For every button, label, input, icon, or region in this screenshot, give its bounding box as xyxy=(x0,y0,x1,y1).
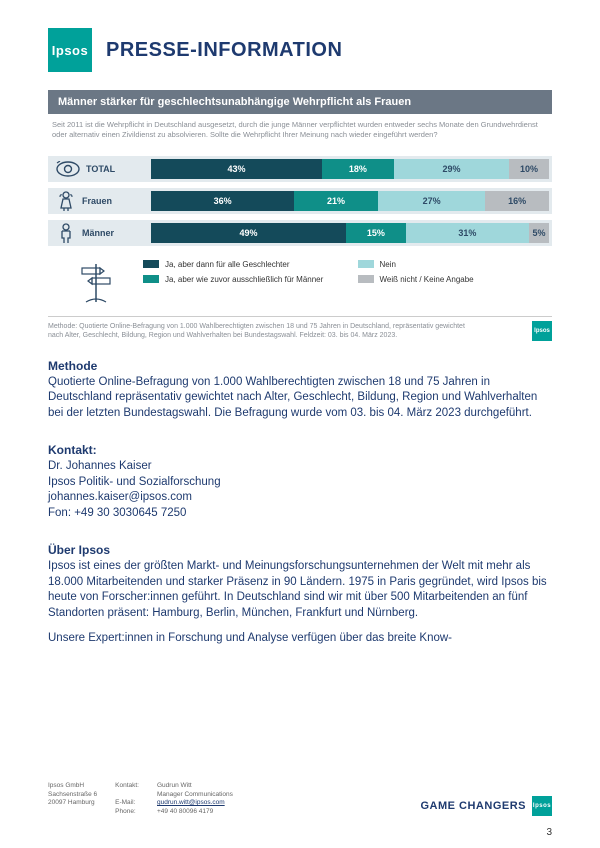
footer-street: Sachsenstraße 6 xyxy=(48,791,97,799)
chart-legend: Ja, aber dann für alle Geschlechter Nein J… xyxy=(48,260,552,306)
footer-label-contact: Kontakt: xyxy=(115,782,139,790)
legend-item: Ja, aber dann für alle Geschlechter xyxy=(143,260,338,269)
bar-segment: 18% xyxy=(322,159,394,179)
contact-dept: Ipsos Politik- und Sozialforschung xyxy=(48,475,552,491)
contact-phone: Fon: +49 30 3030645 7250 xyxy=(48,506,552,522)
contact-heading: Kontakt: xyxy=(48,443,552,457)
contact-email[interactable]: johannes.kaiser@ipsos.com xyxy=(48,490,552,506)
footer-label-email: E-Mail: xyxy=(115,799,139,807)
legend-item: Ja, aber wie zuvor ausschließlich für Mä… xyxy=(143,275,338,284)
bar-stack: 49%15%31%5% xyxy=(151,220,552,246)
footer-person-name: Gudrun Witt xyxy=(157,782,233,790)
method-body: Quotierte Online-Befragung von 1.000 Wah… xyxy=(48,375,552,422)
footer-label-phone: Phone: xyxy=(115,808,139,816)
footer-person-phone: +49 40 80096 4179 xyxy=(157,808,233,816)
bar-segment: 43% xyxy=(151,159,322,179)
about-heading: Über Ipsos xyxy=(48,543,552,557)
bar-segment: 29% xyxy=(394,159,509,179)
footer-city: 20097 Hamburg xyxy=(48,799,97,807)
footer-contact-person: Gudrun Witt Manager Communications gudru… xyxy=(157,782,233,816)
legend-item: Weiß nicht / Keine Angabe xyxy=(358,275,553,284)
chart-method-note: Methode: Quotierte Online-Befragung von … xyxy=(48,322,468,340)
ipsos-logo: Ipsos xyxy=(48,28,92,72)
bar-segment: 36% xyxy=(151,191,294,211)
chart-row-frauen: Frauen36%21%27%16% xyxy=(48,188,552,214)
contact-name: Dr. Johannes Kaiser xyxy=(48,459,552,475)
chart-question-text: Seit 2011 ist die Wehrpflicht in Deutsch… xyxy=(48,114,552,150)
footer-person-role: Manager Communications xyxy=(157,791,233,799)
about-paragraph-1: Ipsos ist eines der größten Markt- und M… xyxy=(48,559,552,621)
footer-person-email[interactable]: gudrun.witt@ipsos.com xyxy=(157,799,233,807)
bar-segment: 10% xyxy=(509,159,549,179)
signpost-icon xyxy=(48,260,143,306)
footer-address: Ipsos GmbH Sachsenstraße 6 20097 Hamburg xyxy=(48,782,97,816)
method-heading: Methode xyxy=(48,359,552,373)
ipsos-logo-small: Ipsos xyxy=(532,321,552,341)
tagline-text: GAME CHANGERS xyxy=(420,800,526,812)
bar-segment: 15% xyxy=(346,223,406,243)
footer-labels: Kontakt: E-Mail: Phone: xyxy=(115,782,139,816)
footer-company: Ipsos GmbH xyxy=(48,782,97,790)
row-label: TOTAL xyxy=(48,156,151,182)
row-label: Frauen xyxy=(48,188,151,214)
bar-stack: 36%21%27%16% xyxy=(151,188,552,214)
about-paragraph-2: Unsere Expert:innen in Forschung und Ana… xyxy=(48,631,552,647)
row-label: Männer xyxy=(48,220,151,246)
bar-segment: 27% xyxy=(378,191,485,211)
legend-item: Nein xyxy=(358,260,553,269)
bar-segment: 21% xyxy=(294,191,378,211)
page-title: PRESSE-INFORMATION xyxy=(106,39,342,62)
page-number: 3 xyxy=(546,827,552,838)
bar-segment: 5% xyxy=(529,223,549,243)
bar-segment: 49% xyxy=(151,223,346,243)
divider xyxy=(48,316,552,317)
bar-stack: 43%18%29%10% xyxy=(151,156,552,182)
tagline: GAME CHANGERS Ipsos xyxy=(420,796,552,816)
page-footer: Ipsos GmbH Sachsenstraße 6 20097 Hamburg… xyxy=(48,782,552,816)
bar-segment: 16% xyxy=(485,191,549,211)
chart-row-total: TOTAL43%18%29%10% xyxy=(48,156,552,182)
survey-chart: Männer stärker für geschlechtsunabhängig… xyxy=(48,90,552,341)
bar-segment: 31% xyxy=(406,223,529,243)
header: Ipsos PRESSE-INFORMATION xyxy=(48,28,552,72)
chart-title: Männer stärker für geschlechtsunabhängig… xyxy=(48,90,552,114)
chart-row-männer: Männer49%15%31%5% xyxy=(48,220,552,246)
ipsos-logo-footer: Ipsos xyxy=(532,796,552,816)
